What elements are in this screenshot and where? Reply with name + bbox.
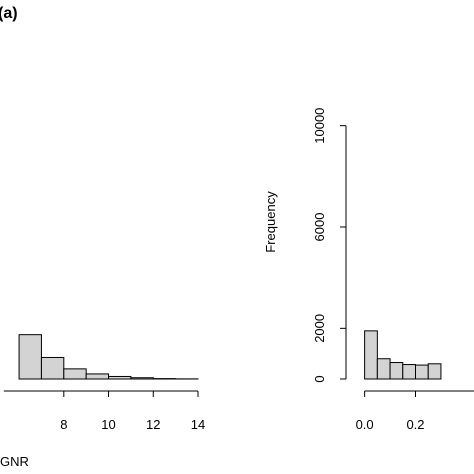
histogram-bar: [130, 377, 154, 380]
x-tick-label: 0.0: [356, 417, 374, 432]
y-tick-label: 0: [312, 375, 327, 382]
histogram-left: 8 10 12 14 GNR: [0, 334, 205, 469]
x-tick-label: 0.2: [406, 417, 424, 432]
histogram-right: 0.0 0.2 0 2000 6000 10000 Frequency: [263, 108, 474, 432]
histogram-bar: [18, 334, 42, 380]
histogram-bar: [389, 362, 404, 380]
histogram-bar: [415, 364, 429, 380]
y-tick-label: 6000: [312, 213, 327, 242]
histogram-bar: [376, 358, 391, 380]
x-tick-label: 8: [60, 417, 67, 432]
histogram-bar: [427, 363, 442, 380]
y-tick-label: 10000: [312, 108, 327, 144]
histogram-bar: [40, 356, 65, 380]
x-tick-label: 12: [146, 417, 160, 432]
histogram-bar: [85, 373, 110, 380]
histogram-bar: [402, 364, 417, 380]
y-tick-label: 2000: [312, 314, 327, 343]
histogram-bar: [364, 330, 378, 380]
x-axis-title: GNR: [0, 454, 29, 469]
histogram-bar: [63, 368, 87, 380]
x-tick-label: 10: [101, 417, 115, 432]
x-tick-label: 14: [191, 417, 205, 432]
histogram-bar: [108, 375, 132, 380]
panel-label: (a): [0, 5, 18, 22]
y-axis-title: Frequency: [263, 191, 278, 253]
